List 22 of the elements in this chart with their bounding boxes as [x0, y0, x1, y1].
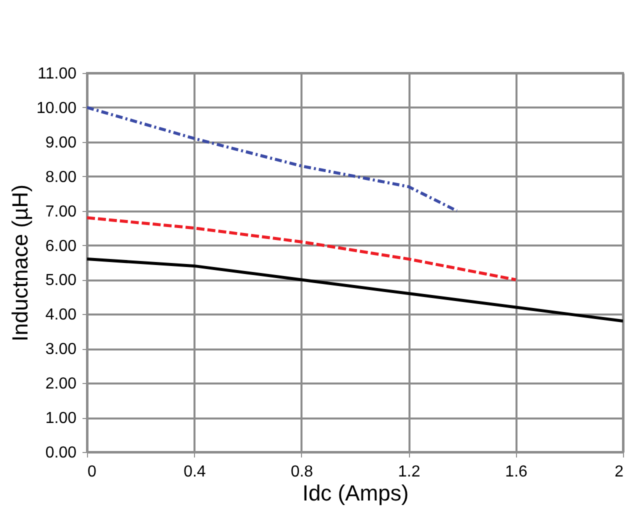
x-tick-label: 0.4	[184, 464, 206, 480]
y-tick-label: 2.00	[45, 376, 77, 393]
line-series	[87, 216, 518, 282]
x-tick-label: 0.8	[290, 464, 314, 480]
y-tick-label: 9.00	[45, 134, 77, 152]
y-tick-label: 5.00	[45, 272, 77, 290]
y-tick-label: 8.00	[45, 168, 77, 186]
y-tick-label: 10.00	[36, 100, 77, 117]
y-tick-label: 3.00	[45, 341, 77, 358]
y-tick-label: 6.00	[45, 238, 77, 255]
x-tick-label: 1.2	[398, 464, 420, 480]
x-axis-title: Idc (Amps)	[302, 480, 409, 506]
y-axis-title: Inductnace (µH)	[7, 184, 32, 342]
y-tick-label: 1.00	[45, 410, 77, 428]
y-tick-label: 0.00	[45, 444, 77, 462]
y-tick-label: 7.00	[45, 203, 77, 220]
x-tick-label: 0	[88, 464, 96, 480]
x-tick-label: 1.6	[505, 464, 528, 480]
y-tick-label: 11.00	[38, 66, 77, 82]
y-tick-label: 4.00	[45, 306, 77, 324]
x-tick-label: 2	[614, 464, 624, 480]
line-series	[87, 106, 458, 212]
